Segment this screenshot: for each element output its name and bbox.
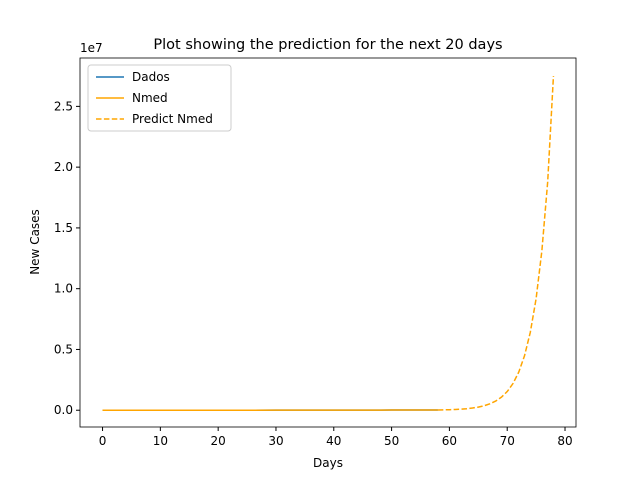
y-tick-label: 2.0 xyxy=(54,160,73,174)
y-tick-label: 1.5 xyxy=(54,221,73,235)
chart-title: Plot showing the prediction for the next… xyxy=(153,37,502,53)
x-tick-label: 10 xyxy=(153,434,168,448)
x-tick-label: 40 xyxy=(326,434,341,448)
x-tick-label: 80 xyxy=(557,434,572,448)
x-tick-label: 50 xyxy=(384,434,399,448)
legend-label: Predict Nmed xyxy=(132,112,213,126)
legend-box xyxy=(87,64,232,132)
plot-frame xyxy=(79,57,577,428)
legend-label: Nmed xyxy=(132,91,168,105)
y-axis-label: New Cases xyxy=(28,209,42,275)
x-tick-label: 60 xyxy=(442,434,457,448)
y-tick-label: 2.5 xyxy=(54,99,73,113)
x-axis-label: Days xyxy=(313,456,343,470)
x-tick-label: 20 xyxy=(211,434,226,448)
x-tick-label: 0 xyxy=(99,434,107,448)
y-tick-label: 0.5 xyxy=(54,342,73,356)
y-tick-label: 1.0 xyxy=(54,282,73,296)
legend-label: Dados xyxy=(132,70,170,84)
series-line xyxy=(437,75,555,411)
x-tick-label: 70 xyxy=(500,434,515,448)
x-tick-label: 30 xyxy=(268,434,283,448)
y-tick-label: 0.0 xyxy=(54,403,73,417)
y-offset-label: 1e7 xyxy=(80,41,103,55)
